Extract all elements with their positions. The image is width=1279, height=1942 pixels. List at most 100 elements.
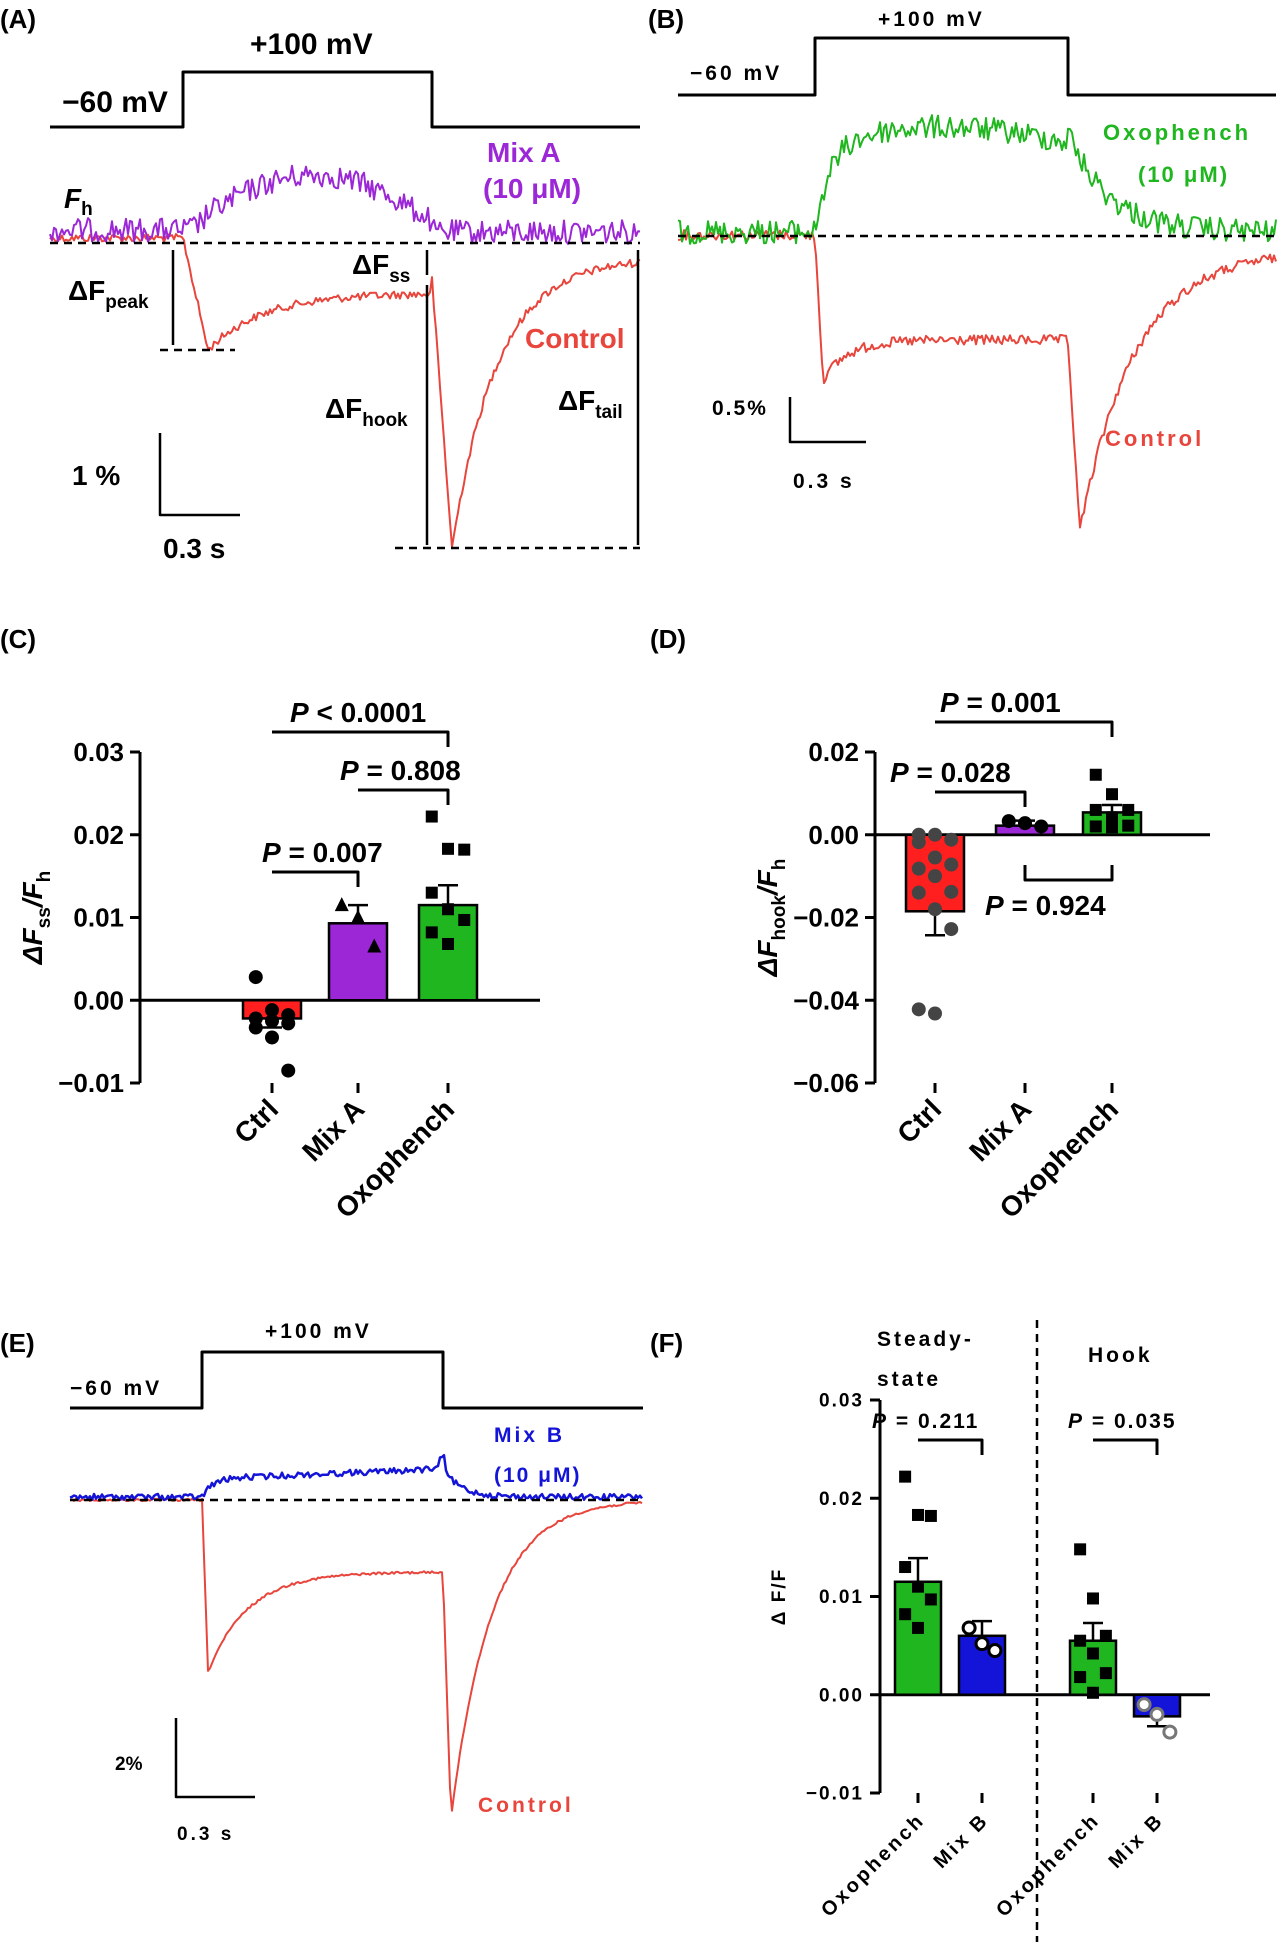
chart-c-data-point — [248, 970, 263, 985]
a-voltage-step: +100 mV — [250, 28, 373, 61]
a-dtail-label: ΔFtail — [558, 385, 623, 423]
chart-d-data-point — [1001, 814, 1016, 829]
chart-d-data-point — [928, 827, 942, 842]
b-trace-drug-conc: (10 μM) — [1138, 162, 1229, 187]
e-trace-drug-label: Mix B — [494, 1424, 565, 1447]
chart-c-data-point — [442, 842, 454, 855]
chart-f-data-point — [1162, 1724, 1178, 1740]
chart-d-data-point — [1122, 819, 1135, 832]
chart-c-data-point — [265, 1030, 279, 1045]
b-voltage-step: +100 mV — [878, 8, 985, 31]
chart-d-data-point — [911, 1002, 926, 1017]
chart-f-significance-bracket — [1093, 1438, 1159, 1455]
chart-d-data-point — [928, 850, 942, 865]
chart-f-data-point — [974, 1636, 990, 1652]
chart-f-data-point — [1149, 1706, 1165, 1722]
a-dhook-label: ΔFhook — [325, 393, 408, 431]
a-dss-label: ΔFss — [352, 249, 410, 287]
chart-f-data-point — [924, 1593, 937, 1606]
chart-f-data-point — [1099, 1629, 1112, 1642]
chart-c-significance-bracket — [358, 788, 450, 805]
chart-c-data-point — [334, 897, 349, 912]
chart-d-data-point — [944, 922, 959, 937]
chart-f-data-point — [1136, 1697, 1152, 1713]
chart-d-data-point — [1106, 811, 1118, 824]
panel-label-f: (F) — [650, 1328, 683, 1358]
chart-c-significance-label: P < 0.0001 — [290, 697, 426, 728]
chart-f-category-label: Mix B — [1105, 1809, 1169, 1873]
chart-f-data-point — [961, 1620, 977, 1636]
chart-f-significance-label: P = 0.211 — [872, 1410, 979, 1433]
chart-d-data-point — [928, 869, 942, 884]
chart-d-data-point — [928, 902, 942, 917]
e-voltage-step: +100 mV — [265, 1320, 372, 1343]
chart-c-y-tick-label: 0.00 — [73, 985, 124, 1015]
f-group-steady-state-line2: state — [877, 1368, 941, 1391]
text-layer: (A) (B) (C) (D) (E) (F) −60 mV +100 mV M… — [0, 4, 1248, 1921]
chart-c-significance-bracket — [272, 870, 360, 887]
chart-f-data-point — [1074, 1634, 1087, 1647]
e-scale-x-label: 0.3 s — [177, 1824, 234, 1845]
traces-layer — [49, 36, 1277, 1942]
chart-d-data-point — [944, 832, 959, 847]
a-trace-control-label: Control — [525, 323, 625, 354]
chart-d-y-tick-label: −0.02 — [793, 903, 859, 933]
chart-d-data-point — [1034, 819, 1049, 834]
chart-f-category-label: Oxophench — [992, 1809, 1104, 1921]
a-scale-y-label: 1 % — [72, 460, 120, 491]
chart-c-significance-label: P = 0.808 — [340, 755, 461, 786]
chart-d-data-point — [911, 861, 926, 876]
chart-c-category-label: Ctrl — [228, 1093, 284, 1149]
chart-f-data-point — [899, 1561, 912, 1574]
e-mix-b-trace — [69, 1453, 644, 1502]
b-voltage-hold: −60 mV — [690, 62, 782, 85]
chart-c-data-point — [265, 1013, 279, 1028]
b-voltage-protocol — [678, 36, 1276, 97]
chart-f-category-label: Mix B — [930, 1809, 994, 1873]
chart-c-y-tick-label: 0.01 — [73, 903, 124, 933]
panel-label-c: (C) — [0, 624, 36, 654]
b-oxophench-trace — [677, 114, 1277, 245]
e-trace-drug-conc: (10 μM) — [494, 1464, 582, 1487]
chart-c-y-tick-label: 0.03 — [73, 737, 124, 767]
chart-d-data-point — [928, 1006, 942, 1021]
chart-d-significance-bracket — [1023, 865, 1114, 882]
chart-d-data-point — [911, 885, 926, 900]
a-scale-bar — [158, 433, 240, 517]
a-mix-a-trace — [49, 164, 641, 245]
b-scale-x-label: 0.3 s — [793, 470, 855, 493]
chart-f-data-point — [987, 1643, 1003, 1659]
chart-f-category-label: Oxophench — [817, 1809, 929, 1921]
a-voltage-protocol — [50, 70, 640, 129]
chart-d-data-point — [944, 857, 959, 872]
chart-d-y-tick-label: 0.02 — [808, 737, 859, 767]
a-scale-x-label: 0.3 s — [163, 533, 225, 564]
a-fh-label: Fh — [64, 183, 93, 220]
panel-label-e: (E) — [0, 1328, 35, 1358]
e-control-trace — [69, 1497, 643, 1812]
chart-d-data-point — [944, 884, 959, 899]
a-control-trace — [49, 233, 641, 548]
chart-d-data-point — [1122, 803, 1135, 816]
e-voltage-hold: −60 mV — [70, 1377, 162, 1400]
chart-c-data-point — [425, 886, 438, 899]
chart-c-data-point — [442, 903, 454, 916]
chart-c-y-label: ΔFss/Fh — [17, 871, 55, 966]
chart-d-significance-label: P = 0.001 — [940, 687, 1061, 718]
b-scale-y-label: 0.5% — [712, 397, 768, 420]
chart-d-data-point — [1089, 820, 1102, 833]
a-voltage-hold: −60 mV — [62, 86, 168, 119]
chart-c-data-point — [265, 1003, 279, 1018]
chart-c-significance-label: P = 0.007 — [262, 837, 383, 868]
e-scale-bar — [174, 1718, 255, 1799]
panel-label-d: (D) — [650, 624, 686, 654]
chart-d-significance-bracket — [935, 790, 1027, 807]
chart-c-y-tick-label: −0.01 — [58, 1068, 124, 1098]
chart-c-data-point — [458, 843, 471, 856]
chart-c-category-label: Mix A — [296, 1093, 370, 1167]
chart-c-bar — [327, 922, 389, 1002]
chart-f-data-point — [1087, 1592, 1099, 1605]
chart-d-significance-bracket — [935, 720, 1114, 737]
chart-f-data-point — [1074, 1671, 1087, 1684]
